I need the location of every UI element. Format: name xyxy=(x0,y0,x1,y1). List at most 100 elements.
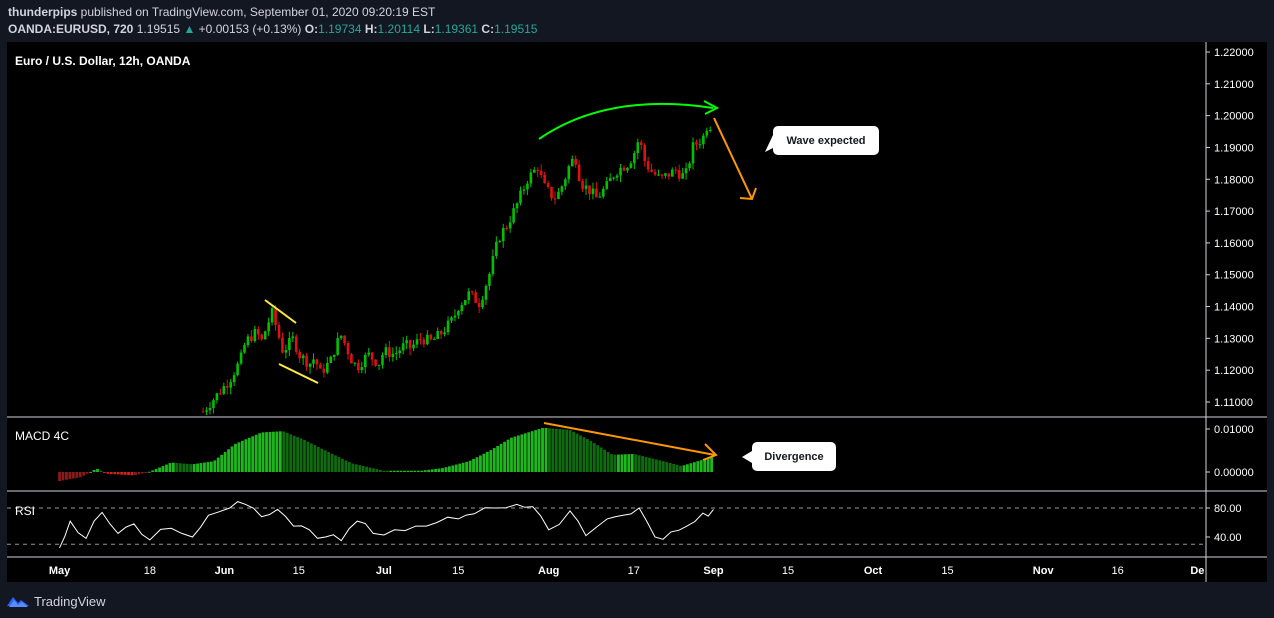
macd-bar xyxy=(682,465,686,472)
candle-body xyxy=(457,311,460,316)
y-axis[interactable]: 1.22000 1.21000 1.20000 1.19000 1.18000 1.170… xyxy=(1206,47,1254,544)
macd-bar xyxy=(472,458,475,472)
candle-body xyxy=(391,353,395,357)
chart-background xyxy=(7,42,1267,582)
macd-bar xyxy=(85,472,89,474)
footer: TradingView xyxy=(6,590,106,612)
tradingview-logo-icon[interactable] xyxy=(6,594,30,608)
macd-bar xyxy=(416,470,420,472)
macd-bar xyxy=(165,464,168,472)
macd-bar xyxy=(496,445,500,472)
divergence-callout[interactable]: Divergence xyxy=(742,442,836,471)
orange-arrow-annotation[interactable] xyxy=(713,117,753,200)
time-tick-label: Nov xyxy=(1033,565,1055,577)
candle-body xyxy=(312,359,315,364)
macd-bar xyxy=(706,458,710,472)
author-name[interactable]: thunderpips xyxy=(8,5,78,19)
chart-svg[interactable]: 1.22000 1.21000 1.20000 1.19000 1.18000 1.170… xyxy=(7,42,1267,582)
candle-body xyxy=(339,335,343,339)
candle-body xyxy=(336,338,339,355)
macd-bar xyxy=(623,454,627,472)
close-label: C: xyxy=(481,22,495,36)
candle-body xyxy=(698,144,702,146)
macd-bar xyxy=(240,440,244,472)
candle-body xyxy=(357,362,360,371)
pane-frame xyxy=(7,42,1267,582)
wave-expected-callout[interactable]: Wave expected xyxy=(765,126,879,155)
candle-body xyxy=(229,382,232,388)
macd-bar xyxy=(606,451,610,472)
candle-body xyxy=(415,339,419,345)
macd-bar xyxy=(68,472,72,480)
macd-bar xyxy=(592,443,596,472)
macd-bar xyxy=(468,460,472,472)
time-axis[interactable]: May 18 Jun 15 Jul 15 Aug 17 Sep 15 Oct 15 Nov 16 De xyxy=(49,565,1205,577)
divergence-line[interactable] xyxy=(543,422,716,456)
macd-bar xyxy=(389,470,393,472)
macd-bar xyxy=(537,429,541,472)
macd-bar xyxy=(668,463,672,472)
candle-body xyxy=(443,332,446,335)
macd-bar xyxy=(544,427,548,472)
macd-bar xyxy=(489,450,493,472)
triangle-upper-line[interactable] xyxy=(264,299,297,324)
candle-body xyxy=(232,375,236,383)
macd-pane[interactable] xyxy=(58,427,713,482)
macd-bar xyxy=(661,461,665,472)
candle-body xyxy=(581,181,584,189)
candle-body xyxy=(284,350,288,353)
macd-bar xyxy=(258,433,262,472)
macd-bar xyxy=(561,429,565,472)
macd-bar xyxy=(568,429,572,472)
candle-body xyxy=(695,142,698,145)
macd-bar xyxy=(306,441,310,472)
candle-body xyxy=(432,338,436,340)
macd-bar xyxy=(651,458,655,472)
brand-name[interactable]: TradingView xyxy=(34,593,106,609)
candle-body xyxy=(595,188,598,198)
price-tick-label: 1.18000 xyxy=(1214,174,1254,186)
candle-body xyxy=(664,173,667,176)
candle-body xyxy=(298,351,301,359)
close-value: 1.19515 xyxy=(494,22,538,36)
candle-body xyxy=(639,142,643,146)
chart-area[interactable]: 1.22000 1.21000 1.20000 1.19000 1.18000 1.170… xyxy=(7,42,1267,582)
candle-body xyxy=(470,291,474,293)
macd-bar xyxy=(530,431,534,472)
candle-body xyxy=(301,355,305,359)
candle-body xyxy=(708,129,712,131)
high-value: 1.20114 xyxy=(377,22,421,36)
macd-bar xyxy=(699,460,703,472)
candle-body xyxy=(588,185,591,195)
time-tick-label: Aug xyxy=(538,565,559,577)
macd-bar xyxy=(337,457,341,472)
candle-body xyxy=(636,142,640,154)
macd-bar xyxy=(427,469,431,472)
chart-title: Euro / U.S. Dollar, 12h, OANDA xyxy=(15,54,191,68)
macd-bar xyxy=(675,464,679,472)
macd-bar xyxy=(268,431,272,472)
price-pane[interactable] xyxy=(201,126,712,416)
candle-body xyxy=(633,153,636,164)
macd-bar xyxy=(75,472,79,478)
macd-bar xyxy=(620,454,624,472)
candle-body xyxy=(346,342,350,355)
time-tick-label: Oct xyxy=(864,565,883,577)
candle-body xyxy=(350,354,353,364)
triangle-lower-line[interactable] xyxy=(278,363,319,384)
macd-bar xyxy=(703,459,707,472)
candle-body xyxy=(601,188,605,197)
macd-bar xyxy=(527,432,531,472)
candle-body xyxy=(236,363,239,376)
macd-bar xyxy=(113,472,117,475)
macd-bar xyxy=(189,464,193,472)
candle-body xyxy=(294,336,298,352)
candle-body xyxy=(498,241,502,243)
price-tick-label: 1.13000 xyxy=(1214,333,1254,345)
rsi-pane[interactable] xyxy=(7,501,1206,549)
publish-line: thunderpips published on TradingView.com… xyxy=(8,5,435,19)
candle-body xyxy=(681,173,684,179)
price-tick-label: 1.15000 xyxy=(1214,270,1254,282)
green-arc-annotation[interactable] xyxy=(538,103,714,140)
macd-label: MACD 4C xyxy=(15,429,69,443)
